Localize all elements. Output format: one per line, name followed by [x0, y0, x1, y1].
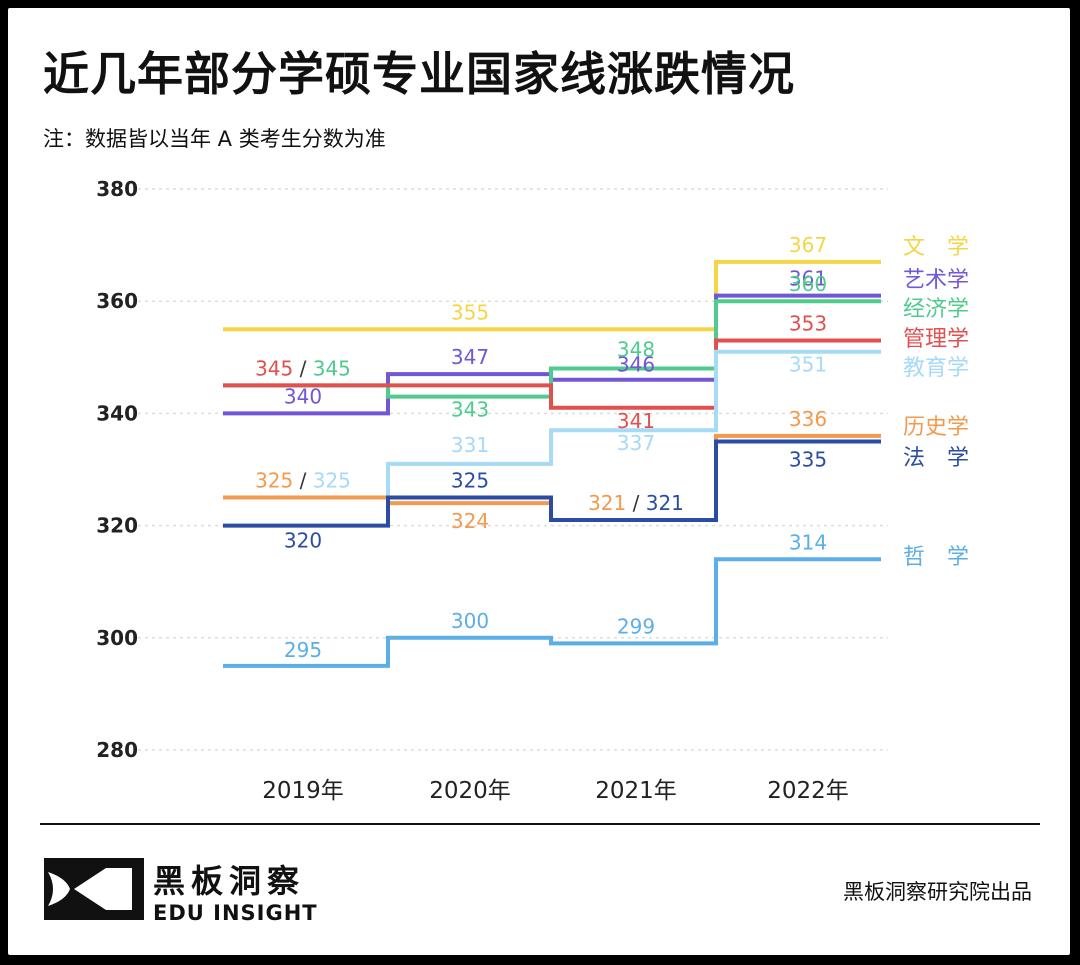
data-label: 320 — [284, 529, 322, 553]
data-label: 341 — [617, 409, 655, 433]
pair-label-part: 345 — [255, 356, 293, 380]
legend-label: 法 学 — [903, 446, 969, 471]
legend-label: 哲 学 — [903, 545, 969, 570]
series-line — [223, 299, 881, 399]
pair-label-part: / — [293, 356, 306, 380]
x-tick-label: 2020年 — [429, 778, 511, 804]
step-line-chart: 280 300 320 340 360 380 2019年 2020年 2021年 2022年 35… — [96, 177, 969, 804]
legend-label: 经济学 — [903, 297, 969, 322]
data-label: 340 — [284, 384, 322, 408]
data-label: 300 — [451, 609, 489, 633]
eye-logo-icon — [44, 858, 144, 920]
x-tick-label: 2021年 — [595, 778, 677, 804]
pair-label-part: 325 — [306, 469, 351, 493]
y-tick-label: 380 — [96, 177, 138, 201]
legend-label: 文 学 — [903, 235, 969, 260]
data-label: 324 — [451, 509, 489, 533]
data-label: 346 — [617, 353, 655, 377]
data-label: 337 — [617, 431, 655, 455]
data-label: 314 — [789, 530, 827, 554]
chart-card: 近几年部分学硕专业国家线涨跌情况 注：数据皆以当年 A 类考生分数为准 280 3… — [8, 8, 1070, 955]
data-label: 347 — [451, 345, 489, 369]
pair-label-part: 345 — [306, 356, 351, 380]
brand-name-cn: 黑板洞察 — [153, 862, 306, 900]
brand-name-en: EDU INSIGHT — [153, 901, 318, 925]
pair-label: 325 / 325 — [255, 469, 351, 493]
y-tick-label: 320 — [96, 514, 138, 538]
legend-label: 管理学 — [903, 327, 969, 352]
data-label: 343 — [451, 398, 489, 422]
pair-label-part: 325 — [255, 469, 293, 493]
series-line — [223, 557, 881, 668]
data-label: 353 — [789, 311, 827, 335]
pair-label-part: 321 — [639, 491, 684, 515]
chart-title: 近几年部分学硕专业国家线涨跌情况 — [43, 47, 795, 101]
data-label: 325 — [451, 469, 489, 493]
y-tick-label: 300 — [96, 626, 138, 650]
data-label: 299 — [617, 614, 655, 638]
pair-label: 345 / 345 — [255, 356, 351, 380]
data-label: 295 — [284, 638, 322, 662]
legend-label: 艺术学 — [903, 268, 969, 293]
data-label: 367 — [789, 233, 827, 257]
footer-divider — [40, 823, 1040, 825]
legend-label: 历史学 — [903, 415, 969, 440]
pair-label-part: / — [293, 469, 306, 493]
pair-label-part: 321 — [588, 491, 626, 515]
y-tick-label: 340 — [96, 401, 138, 425]
pair-label: 321 / 321 — [588, 491, 684, 515]
pair-label-part: / — [626, 491, 639, 515]
data-label: 351 — [789, 353, 827, 377]
legend-label: 教育学 — [903, 356, 969, 381]
data-label: 336 — [789, 407, 827, 431]
series-line — [223, 349, 881, 500]
data-label: 348 — [617, 338, 655, 362]
x-tick-label: 2019年 — [262, 778, 344, 804]
x-tick-label: 2022年 — [767, 778, 849, 804]
data-label: 331 — [451, 433, 489, 457]
data-label: 361 — [789, 267, 827, 291]
y-tick-label: 280 — [96, 738, 138, 762]
data-label: 360 — [789, 272, 827, 296]
series-line — [223, 259, 881, 332]
y-tick-label: 360 — [96, 289, 138, 313]
credit-text: 黑板洞察研究院出品 — [843, 880, 1032, 904]
series-line — [223, 439, 881, 528]
chart-subtitle: 注：数据皆以当年 A 类考生分数为准 — [43, 127, 386, 151]
data-label: 335 — [789, 447, 827, 471]
series-line — [223, 338, 881, 410]
data-label: 355 — [451, 300, 489, 324]
